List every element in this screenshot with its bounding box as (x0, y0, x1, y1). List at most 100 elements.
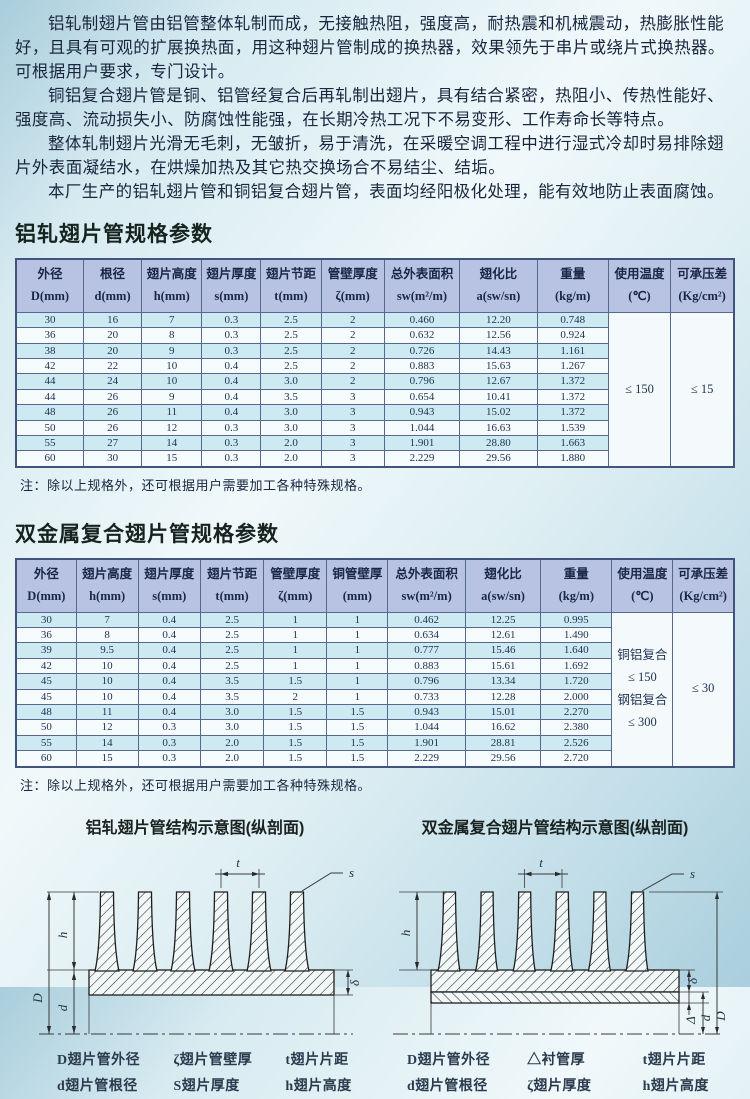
column-header: 铜管壁厚 (mm) (326, 558, 389, 613)
table-cell: 0.995 (540, 611, 613, 628)
table-cell: 0.883 (383, 357, 461, 375)
table-cell: 45 (15, 673, 77, 690)
table-cell: 29.56 (464, 750, 542, 768)
table-cell: 15.61 (464, 657, 542, 675)
dim-label-Delta: Δ (683, 1015, 698, 1024)
table-row: 48 11 0.4 3.0 1.5 1.5 0.943 15.01 2.270 (15, 703, 734, 721)
table-cell: 1 (263, 611, 328, 628)
column-header: 总外表面积 sw(m²/m) (387, 558, 466, 613)
column-header: 翅片厚度 s(mm) (201, 258, 262, 313)
intro-paragraph: 铜铝复合翅片管是铜、铝管经复合后再轧制出翅片，具有结合紧密，热阻小、传热性能好、… (15, 86, 724, 129)
service-temperature-cell: ≤ 150 (607, 311, 672, 468)
table-cell: 3 (320, 388, 385, 406)
legend-item: h翅片高度 (642, 1078, 709, 1094)
aluminum-fin-tube-spec-table: 外径 D(mm) 根径 d(mm) 翅片高度 h(mm) 翅片厚度 s(mm) 翅片节距 t(mm… (15, 258, 735, 468)
table-cell: 9 (141, 342, 203, 359)
table-row: 42 10 0.4 2.5 1 1 0.883 15.61 1.692 (15, 657, 734, 675)
table-cell: 1.267 (536, 357, 609, 375)
table-cell: 1.5 (263, 750, 328, 768)
table-cell: 0.4 (137, 657, 201, 675)
table-cell: 13.34 (464, 673, 542, 690)
table-cell: 12.61 (464, 626, 542, 644)
table-cell: 3 (320, 450, 385, 468)
table-cell: 29.56 (459, 450, 538, 468)
table-cell: 0.3 (201, 434, 262, 452)
service-temperature-cell: 铜铝复合 ≤ 150 钢铝复合 ≤ 300 (611, 611, 674, 768)
table-cell: 1.372 (536, 404, 609, 421)
column-header: 外径 D(mm) (15, 558, 77, 613)
diagram-section: 铝轧翅片管结构示意图(纵剖面) (15, 810, 735, 1099)
legend-item: h翅片高度 (285, 1078, 352, 1094)
table-cell: 2.5 (260, 342, 322, 359)
table-header-row: 外径 D(mm) 根径 d(mm) 翅片高度 h(mm) 翅片厚度 s(mm) 翅片节距 t(mm… (15, 258, 735, 313)
table-cell: 1 (326, 626, 389, 644)
table-cell: 2.0 (260, 434, 322, 452)
table-cell: 1.692 (540, 657, 613, 675)
table-cell: 2 (320, 327, 385, 344)
column-header: 管壁厚度 ζ(mm) (263, 558, 328, 613)
table-cell: 1.5 (263, 703, 328, 721)
table-cell: 12.28 (464, 688, 542, 706)
table-cell: 2.270 (540, 703, 613, 721)
section-title-aluminum-spec: 铝轧翅片管规格参数 (15, 223, 213, 246)
table-row: 39 9.5 0.4 2.5 1 1 0.777 15.46 1.640 (15, 642, 734, 659)
table-cell: 0.943 (387, 703, 466, 721)
table-cell: 10.41 (459, 388, 538, 406)
legend-item: ζ翅片管壁厚 (173, 1052, 253, 1068)
table-header-row: 外径 D(mm) 翅片高度 h(mm) 翅片厚度 s(mm) 翅片节距 t(mm) 管壁厚度 ζ(… (15, 558, 735, 613)
table-cell: 0.4 (201, 404, 262, 421)
dim-label-delta: δ (685, 977, 700, 984)
table-cell: 15 (141, 450, 203, 468)
table-cell: 44 (15, 388, 84, 406)
bimetal-fin-tube-spec-table: 外径 D(mm) 翅片高度 h(mm) 翅片厚度 s(mm) 翅片节距 t(mm) 管壁厚度 ζ(… (15, 557, 735, 768)
table-cell: 1.372 (536, 373, 609, 390)
table-cell: 0.4 (137, 673, 201, 690)
dim-label-delta: δ (347, 979, 362, 986)
table-cell: 22 (82, 357, 143, 375)
column-header: 翅片高度 h(mm) (141, 258, 203, 313)
column-header: 外径 D(mm) (15, 258, 84, 313)
dim-label-D: D (30, 992, 45, 1003)
table-row: 45 10 0.4 3.5 2 1 0.733 12.28 2.000 (15, 688, 734, 706)
table-cell: 36 (15, 327, 84, 344)
table-row: 44 26 9 0.4 3.5 3 0.654 10.41 1.372 (15, 388, 734, 406)
table-cell: 1.5 (326, 719, 389, 736)
table-row: 55 14 0.3 2.0 1.5 1.5 1.901 28.81 2.526 (15, 734, 734, 752)
table-cell: 2 (320, 357, 385, 375)
table-cell: 14 (75, 734, 139, 752)
table-cell: 1.640 (540, 642, 613, 659)
table-row: 30 7 0.4 2.5 1 1 0.462 12.25 0.995 铜铝复合 ≤ 150 钢铝复合 ≤… (15, 611, 735, 768)
legend-item: D翅片管外径 (407, 1052, 491, 1068)
table-cell: 2.0 (199, 734, 265, 752)
table-cell: 1 (263, 626, 328, 644)
table-cell: 10 (75, 673, 139, 690)
legend-item: t翅片片距 (642, 1052, 706, 1068)
table-cell: 10 (75, 657, 139, 675)
table-cell: 3 (320, 404, 385, 421)
column-header: 可承压差 (Kg/cm²) (672, 558, 735, 613)
legend-item: D翅片管外径 (57, 1052, 141, 1068)
table-cell: 28.81 (464, 734, 542, 752)
table-cell: 3.0 (260, 404, 322, 421)
table-cell: 11 (75, 703, 139, 721)
table-row: 38 20 9 0.3 2.5 2 0.726 14.43 1.161 (15, 342, 734, 359)
diagram-legend: D翅片管外径 △衬管厚 t翅片片距 d翅片管根径 ζ翅片厚度 h翅片高度 (375, 1048, 735, 1099)
table-cell: 30 (15, 611, 77, 628)
pressure-cell: ≤ 30 (672, 611, 735, 768)
diagram-legend: D翅片管外径 ζ翅片管壁厚 t翅片片距 d翅片管根径 S翅片厚度 h翅片高度 (15, 1048, 375, 1099)
table-cell: 0.3 (201, 327, 262, 344)
table-cell: 3.5 (260, 388, 322, 406)
table-cell: 3 (320, 419, 385, 437)
table-cell: 0.4 (137, 626, 201, 644)
table-cell: 9 (141, 388, 203, 406)
table-row: 44 24 10 0.4 3.0 2 0.796 12.67 1.372 (15, 373, 734, 390)
table-cell: 30 (82, 450, 143, 468)
column-header: 翅片高度 h(mm) (75, 558, 139, 613)
legend-item: S翅片厚度 (173, 1078, 240, 1094)
table-cell: 26 (82, 419, 143, 437)
table-cell: 8 (75, 626, 139, 644)
table-cell: 2.5 (199, 626, 265, 644)
intro-paragraph: 本厂生产的铝轧翅片管和铜铝复合翅片管，表面均经阳极化处理，能有效地防止表面腐蚀。 (48, 182, 724, 201)
table-cell: 15.63 (459, 357, 538, 375)
